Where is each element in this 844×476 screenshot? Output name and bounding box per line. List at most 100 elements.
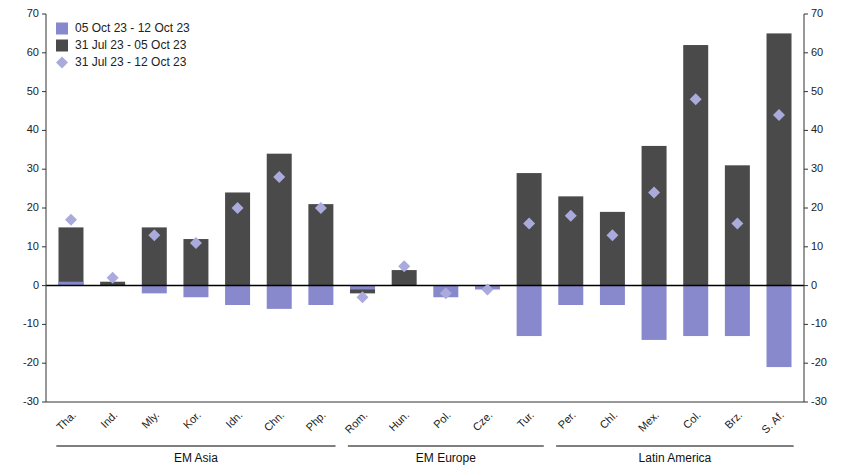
y2-tick — [804, 363, 808, 364]
y-tick — [42, 246, 46, 247]
group-bracket — [348, 446, 544, 447]
y-tick — [42, 285, 46, 286]
bar — [558, 286, 583, 305]
bar — [267, 286, 292, 309]
diamond-marker — [773, 109, 785, 121]
y-tick-label: -10 — [23, 317, 39, 329]
bar-series — [58, 282, 791, 367]
y2-tick-label: 50 — [811, 85, 823, 97]
x-axis-line — [46, 402, 804, 403]
y2-tick — [804, 246, 808, 247]
x-tick-label: S. Af. — [759, 409, 786, 436]
bar — [392, 270, 417, 286]
y2-tick — [804, 324, 808, 325]
x-tick-label: Tha. — [54, 409, 78, 433]
bar — [142, 286, 167, 294]
bar — [308, 204, 333, 285]
y-tick-label: 30 — [27, 162, 39, 174]
diamond-marker — [606, 229, 618, 241]
x-tick-label: Rom. — [343, 409, 370, 436]
y2-tick-label: 20 — [811, 201, 823, 213]
y2-tick — [804, 208, 808, 209]
bar-series — [58, 33, 791, 293]
group-label: Latin America — [639, 451, 712, 465]
bar — [58, 227, 83, 285]
diamond-marker — [523, 218, 535, 230]
legend: 05 Oct 23 - 12 Oct 2331 Jul 23 - 05 Oct … — [56, 21, 190, 69]
y2-tick-label: 70 — [811, 7, 823, 19]
bar — [600, 286, 625, 305]
x-tick-label: Pol. — [431, 409, 453, 431]
bar — [767, 33, 792, 285]
legend-swatch — [56, 57, 68, 69]
y2-tick — [804, 130, 808, 131]
y-tick — [42, 208, 46, 209]
x-tick-label: Brz. — [722, 409, 744, 431]
y-tick — [42, 324, 46, 325]
bar — [558, 196, 583, 285]
bar — [183, 286, 208, 298]
y2-tick — [804, 402, 808, 403]
x-tick-label: Ind. — [98, 409, 119, 430]
bar — [517, 173, 542, 286]
y-tick-label: 40 — [27, 123, 39, 135]
x-tick-label: Tur. — [515, 409, 537, 431]
diamond-marker — [690, 93, 702, 105]
y2-tick — [804, 285, 808, 286]
y-tick-label: -30 — [23, 395, 39, 407]
diamond-marker — [148, 229, 160, 241]
x-tick-label: Hun. — [386, 409, 411, 434]
y-tick — [42, 52, 46, 53]
y2-tick — [804, 52, 808, 53]
y-tick-label: 10 — [27, 240, 39, 252]
chart: -30-20-10010203040506070-30-20-100102030… — [0, 0, 844, 476]
y-tick — [42, 14, 46, 15]
bar — [683, 286, 708, 336]
bar — [600, 212, 625, 286]
bar — [725, 286, 750, 336]
y2-tick-label: -30 — [811, 395, 827, 407]
legend-label: 31 Jul 23 - 12 Oct 23 — [75, 55, 187, 69]
bar — [725, 165, 750, 285]
x-tick-label: Kor. — [181, 409, 203, 431]
diamond-marker — [232, 202, 244, 214]
y2-tick — [804, 91, 808, 92]
bar — [225, 192, 250, 285]
bar — [225, 286, 250, 305]
y-tick — [42, 91, 46, 92]
y2-tick — [804, 14, 808, 15]
y-tick — [42, 169, 46, 170]
y-tick — [42, 363, 46, 364]
diamond-marker — [65, 214, 77, 226]
y2-tick-label: 30 — [811, 162, 823, 174]
y-tick-label: 70 — [27, 7, 39, 19]
x-tick-label: Mex. — [636, 409, 661, 434]
x-tick-label: Chn. — [261, 409, 286, 434]
bar — [767, 286, 792, 367]
y2-tick-label: -10 — [811, 317, 827, 329]
diamond-marker — [357, 291, 369, 303]
diamond-marker — [190, 237, 202, 249]
scatter-series — [65, 93, 785, 303]
x-tick-label: Php. — [303, 409, 327, 433]
bar — [142, 227, 167, 285]
diamond-marker — [315, 202, 327, 214]
group-label: EM Europe — [416, 451, 476, 465]
x-tick-label: Col. — [680, 409, 702, 431]
bar — [517, 286, 542, 336]
x-tick-label: Chl. — [597, 409, 619, 431]
x-tick-label: Mly. — [139, 409, 161, 431]
x-tick-label: Idn. — [223, 409, 244, 430]
y-tick — [42, 402, 46, 403]
diamond-marker — [440, 287, 452, 299]
legend-swatch — [56, 23, 68, 35]
group-bracket — [556, 446, 794, 447]
bar — [308, 286, 333, 305]
y2-tick-label: -20 — [811, 356, 827, 368]
group-bracket — [56, 446, 335, 447]
y-tick — [42, 130, 46, 131]
y-tick-label: 60 — [27, 46, 39, 58]
y2-tick-label: 60 — [811, 46, 823, 58]
diamond-marker — [565, 210, 577, 222]
y-tick-label: 20 — [27, 201, 39, 213]
